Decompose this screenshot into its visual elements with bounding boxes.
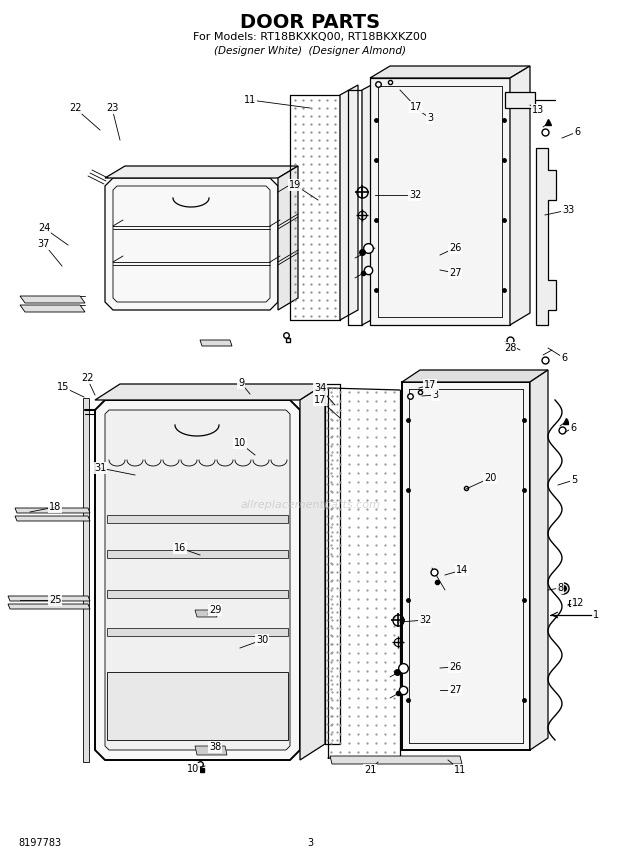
Polygon shape (330, 756, 462, 764)
Polygon shape (402, 370, 548, 382)
Polygon shape (530, 370, 548, 750)
Text: 9: 9 (238, 378, 244, 388)
Text: 11: 11 (454, 765, 466, 775)
Polygon shape (15, 508, 90, 513)
Polygon shape (505, 92, 535, 108)
Text: 20: 20 (484, 473, 496, 483)
Text: 21: 21 (364, 765, 376, 775)
Text: 8197783: 8197783 (18, 838, 61, 848)
Polygon shape (536, 148, 556, 325)
Polygon shape (278, 166, 298, 310)
Text: 22: 22 (81, 373, 93, 383)
Text: 19: 19 (289, 180, 301, 190)
Text: 17: 17 (314, 395, 326, 405)
Polygon shape (370, 66, 530, 78)
Text: 22: 22 (69, 103, 81, 113)
Text: 26: 26 (449, 243, 461, 253)
Text: 32: 32 (409, 190, 421, 200)
Polygon shape (95, 384, 325, 400)
Text: 24: 24 (38, 223, 50, 233)
Polygon shape (107, 628, 288, 636)
Text: 28: 28 (504, 343, 516, 353)
Polygon shape (340, 85, 358, 320)
Text: allreplacementparts.com: allreplacementparts.com (240, 500, 380, 510)
Polygon shape (195, 610, 217, 617)
Text: 15: 15 (57, 382, 69, 392)
Text: DOOR PARTS: DOOR PARTS (240, 13, 380, 32)
Polygon shape (105, 178, 278, 310)
Text: 10: 10 (187, 764, 199, 774)
Text: 13: 13 (532, 105, 544, 115)
Polygon shape (370, 78, 510, 325)
Polygon shape (15, 516, 90, 521)
Text: 26: 26 (449, 662, 461, 672)
Polygon shape (20, 305, 85, 312)
Text: (Designer White)  (Designer Almond): (Designer White) (Designer Almond) (214, 46, 406, 56)
Polygon shape (195, 746, 227, 755)
Polygon shape (105, 410, 290, 750)
Text: 25: 25 (49, 595, 61, 605)
Text: 10: 10 (234, 438, 246, 448)
Polygon shape (107, 672, 288, 740)
Text: 17: 17 (410, 102, 422, 112)
Polygon shape (107, 590, 288, 598)
Text: 33: 33 (562, 205, 574, 215)
Text: 30: 30 (256, 635, 268, 645)
Text: 38: 38 (209, 742, 221, 752)
Text: 32: 32 (419, 615, 431, 625)
Polygon shape (510, 66, 530, 325)
Text: 34: 34 (314, 383, 326, 393)
Text: 27: 27 (449, 685, 461, 695)
Text: 18: 18 (49, 502, 61, 512)
Polygon shape (95, 400, 300, 760)
Text: 11: 11 (244, 95, 256, 105)
Text: 37: 37 (38, 239, 50, 249)
Text: 8: 8 (557, 583, 563, 593)
Text: 6: 6 (561, 353, 567, 363)
Polygon shape (300, 384, 325, 760)
Polygon shape (8, 604, 90, 609)
Polygon shape (107, 550, 288, 558)
Polygon shape (8, 596, 90, 601)
Text: 6: 6 (570, 423, 576, 433)
Polygon shape (402, 382, 530, 750)
Polygon shape (20, 296, 85, 303)
Polygon shape (83, 398, 89, 762)
Text: 6: 6 (574, 127, 580, 137)
Text: 31: 31 (94, 463, 106, 473)
Polygon shape (105, 166, 298, 178)
Polygon shape (107, 515, 288, 523)
Text: 3: 3 (427, 113, 433, 123)
Text: 5: 5 (571, 475, 577, 485)
Polygon shape (362, 82, 377, 325)
Text: 1: 1 (593, 610, 599, 620)
Text: 12: 12 (572, 598, 584, 608)
Polygon shape (200, 340, 232, 346)
Text: 29: 29 (209, 605, 221, 615)
Text: 16: 16 (174, 543, 186, 553)
Text: 27: 27 (449, 268, 461, 278)
Text: 17: 17 (424, 380, 436, 390)
Text: 23: 23 (106, 103, 118, 113)
Text: 3: 3 (432, 390, 438, 400)
Text: For Models: RT18BKXKQ00, RT18BKXKZ00: For Models: RT18BKXKQ00, RT18BKXKZ00 (193, 32, 427, 42)
Text: 14: 14 (456, 565, 468, 575)
Text: 3: 3 (307, 838, 313, 848)
